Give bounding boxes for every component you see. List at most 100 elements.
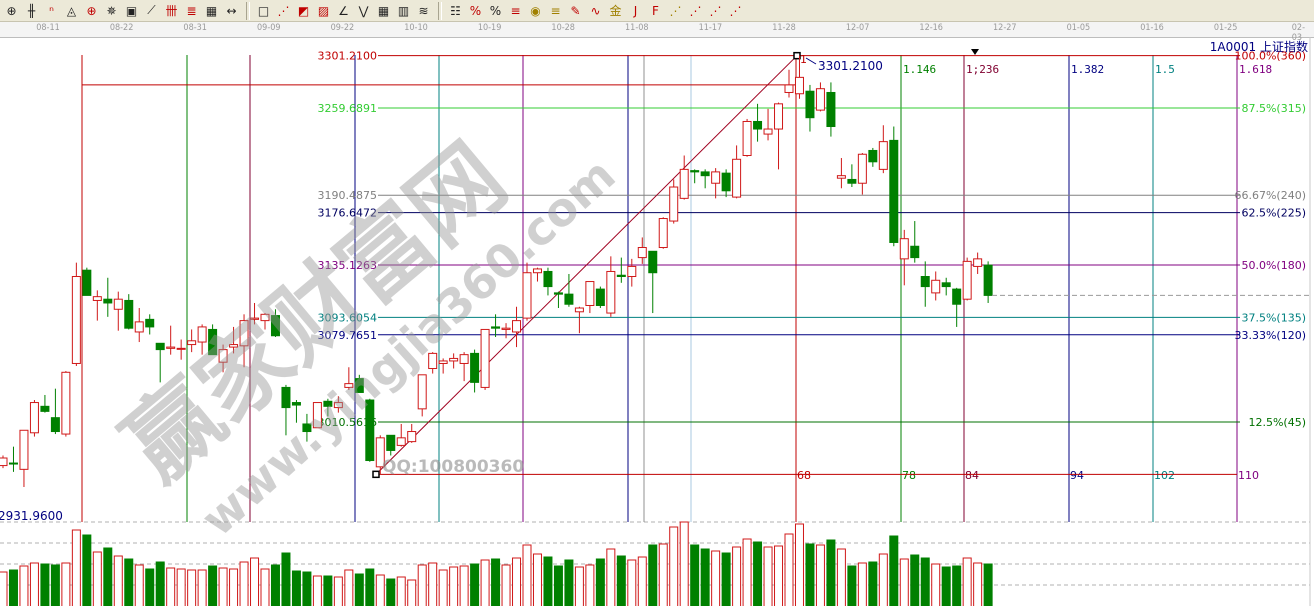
parallel-lines-icon[interactable]: ╫ (27, 3, 36, 18)
date-tick-label: 08-11 (36, 23, 60, 33)
circle-cross-icon[interactable]: ⊕ (86, 3, 97, 18)
percent-lines-icon[interactable]: ≡ (510, 3, 521, 18)
compass-icon[interactable]: ✵ (106, 3, 117, 18)
candle-body (732, 158, 742, 198)
candle-body (124, 299, 134, 329)
candle-body (920, 276, 930, 288)
date-tick-label: 10-10 (404, 23, 428, 33)
red-chart-2-icon[interactable]: ≣ (186, 3, 197, 18)
candle-body (197, 326, 207, 343)
j-lines-icon[interactable]: J (633, 3, 638, 18)
volume-bar (784, 533, 794, 606)
volume-bar (543, 556, 553, 606)
volume-bar (197, 569, 207, 606)
date-tick-label: 02-03 (1291, 23, 1306, 43)
fan-4-icon[interactable]: ⋰ (729, 3, 742, 18)
volume-bar (753, 541, 763, 606)
volume-bar (732, 546, 742, 606)
volume-bar (449, 566, 459, 606)
square-fill-icon[interactable]: ▨ (317, 3, 330, 18)
candle-body (250, 317, 260, 320)
candle-body (229, 344, 239, 348)
high-callout-line (805, 57, 817, 65)
volume-bar (92, 551, 102, 606)
volume-bar (941, 566, 951, 606)
volume-bar (794, 523, 804, 606)
volume-bar (407, 579, 417, 606)
zigzag-icon[interactable]: ⋁ (358, 3, 369, 18)
candle-body (145, 318, 155, 328)
multi-lines-icon[interactable]: ≋ (418, 3, 429, 18)
candle-body (113, 298, 123, 310)
gold-circle-icon[interactable]: ◉ (530, 3, 541, 18)
volume-bar (805, 543, 815, 606)
candle-body (753, 120, 763, 130)
volume-bar (522, 544, 532, 606)
candle-body (522, 272, 532, 319)
list-icon[interactable]: ☷ (450, 3, 461, 18)
candle-body (323, 400, 333, 407)
candle-body (627, 265, 637, 278)
pen-icon[interactable]: ✎ (570, 3, 581, 18)
fan-2-icon[interactable]: ⋰ (689, 3, 702, 18)
volume-bar (302, 571, 312, 606)
candle-body (260, 313, 270, 322)
cycle-line-icon[interactable]: ⊕ (6, 3, 17, 18)
red-chart-icon[interactable]: 卌 (165, 4, 178, 18)
anchor-handle-low (372, 470, 380, 479)
gold-icon[interactable]: 金 (609, 4, 622, 18)
fib-percent-label: 12.5%(45) (1248, 416, 1306, 429)
volume-bar (71, 529, 81, 606)
square-diagonal-icon[interactable]: ◩ (297, 3, 310, 18)
candle-body (134, 321, 144, 333)
candle-body (459, 354, 469, 364)
volume-bar (973, 562, 983, 606)
candle-body (637, 247, 647, 259)
f-lines-icon[interactable]: F (652, 3, 659, 18)
fib-percent-label: 66.67%(240) (1234, 189, 1306, 202)
percent-icon[interactable]: % (489, 3, 502, 18)
fib-price-label: 3093.6054 (318, 311, 378, 324)
candle-body (417, 374, 427, 410)
grid-2-icon[interactable]: ▥ (397, 3, 410, 18)
speed-line-icon[interactable]: ⟋ (147, 3, 156, 17)
fibonacci-n2-icon[interactable]: ⁿ (49, 3, 54, 18)
candle-body (973, 258, 983, 267)
volume-bar (700, 548, 710, 606)
candle-body (302, 423, 312, 433)
position-marker-icon (971, 49, 979, 55)
date-tick-label: 01-25 (1213, 23, 1238, 33)
volume-bar (491, 558, 501, 606)
gold-lines-icon[interactable]: ≡ (550, 3, 561, 18)
volume-bar (627, 559, 637, 606)
candle-body (344, 383, 354, 388)
candle-body (29, 402, 39, 434)
volume-bar (113, 555, 123, 606)
volume-bar (208, 565, 218, 606)
grid-123-icon[interactable]: ▦ (205, 3, 218, 18)
fan-3-icon[interactable]: ⋰ (709, 3, 722, 18)
fan-icon[interactable]: ⋰ (277, 3, 290, 18)
square-target-icon[interactable]: ▣ (125, 3, 138, 18)
volume-bar (270, 564, 280, 606)
time-ratio-label: 1.5 (1155, 63, 1175, 76)
volume-bar (847, 565, 857, 606)
box-line-icon[interactable]: □ (257, 3, 270, 18)
triangle-icon[interactable]: ◬ (66, 3, 77, 18)
date-tick-label: 11-08 (625, 23, 649, 33)
candle-body (836, 175, 846, 179)
fib-price-label: 3176.6472 (318, 207, 378, 220)
percent-line-icon[interactable]: % (469, 3, 482, 18)
wave-icon[interactable]: ∿ (590, 3, 601, 18)
volume-bar (721, 552, 731, 606)
angle-icon[interactable]: ∠ (338, 3, 349, 18)
measure-icon[interactable]: ↔ (226, 3, 237, 18)
candle-body (742, 120, 752, 157)
candle-body (176, 347, 186, 350)
candle-body (952, 288, 962, 305)
gold-fan-icon[interactable]: ⋰ (669, 3, 682, 18)
candle-body (711, 171, 721, 184)
volume-bar (459, 565, 469, 606)
grid-icon[interactable]: ▦ (377, 3, 390, 18)
